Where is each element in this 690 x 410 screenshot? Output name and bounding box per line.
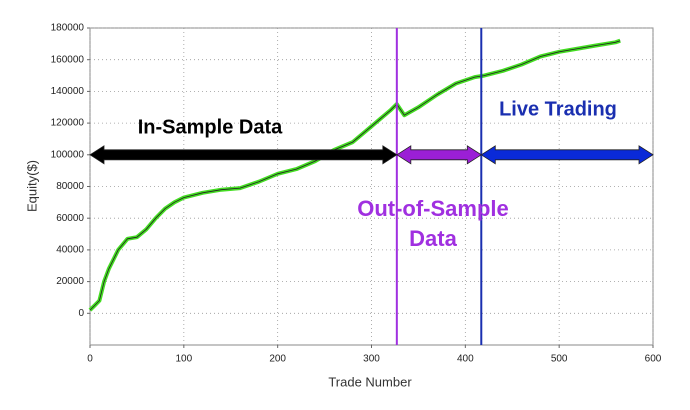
x-tick-label: 0	[87, 354, 93, 365]
x-tick-label: 300	[363, 354, 380, 365]
y-tick-label: 20000	[56, 276, 84, 287]
x-tick-label: 200	[269, 354, 286, 365]
y-tick-label: 120000	[51, 118, 85, 129]
region-label: In-Sample Data	[138, 116, 283, 138]
equity-line-core	[89, 40, 621, 311]
region-label: Out-of-Sample	[357, 196, 509, 221]
y-tick-label: 0	[78, 308, 84, 319]
x-tick-label: 400	[457, 354, 474, 365]
y-tick-label: 40000	[56, 245, 84, 256]
region-label: Data	[409, 226, 457, 251]
y-tick-label: 180000	[51, 23, 85, 34]
y-tick-label: 140000	[51, 86, 85, 97]
y-tick-label: 100000	[51, 149, 85, 160]
y-tick-label: 160000	[51, 54, 85, 65]
region-label: Live Trading	[499, 98, 617, 120]
x-axis-label: Trade Number	[328, 374, 412, 389]
x-tick-label: 600	[645, 354, 662, 365]
y-axis-label: Equity($)	[24, 160, 39, 212]
x-tick-label: 500	[551, 354, 568, 365]
x-tick-label: 100	[175, 354, 192, 365]
y-tick-label: 80000	[56, 181, 84, 192]
y-tick-label: 60000	[56, 213, 84, 224]
region-arrow	[480, 145, 654, 165]
